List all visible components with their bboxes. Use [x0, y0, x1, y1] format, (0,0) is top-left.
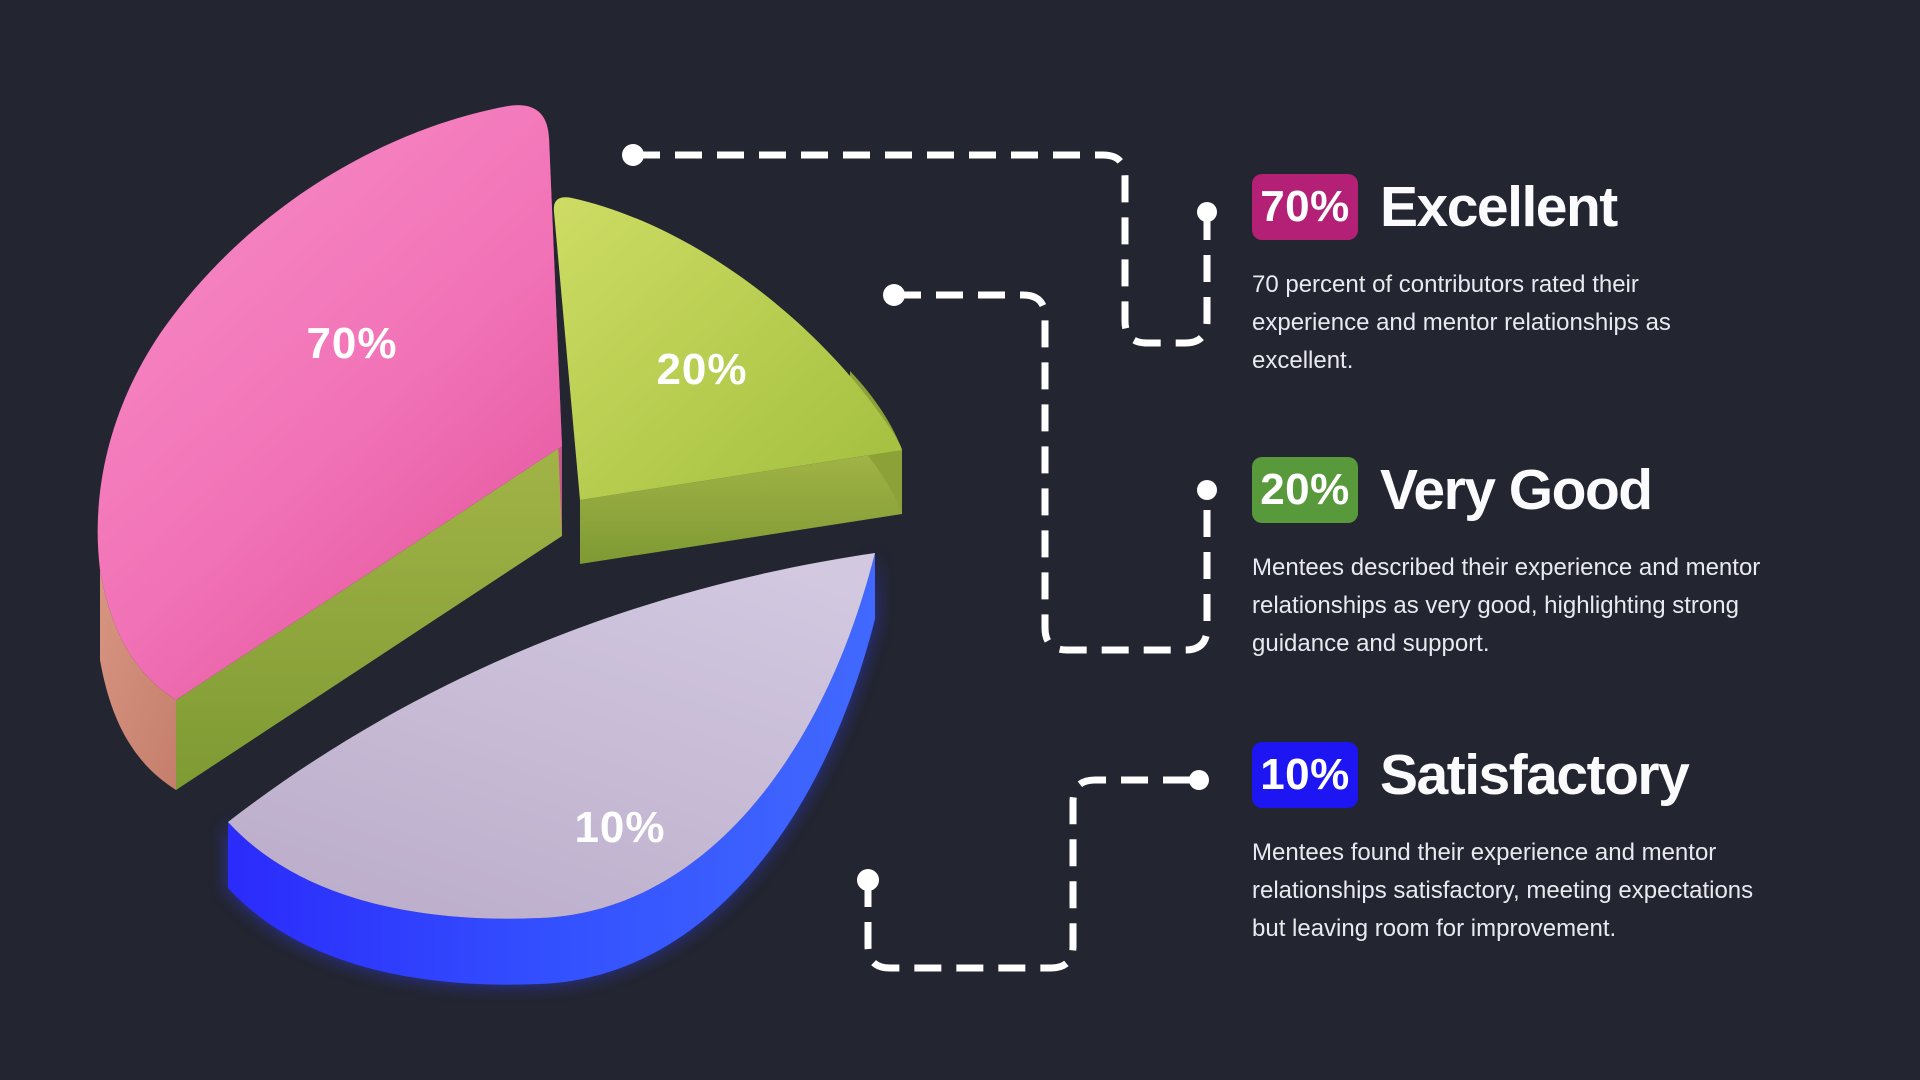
- connector-very-good: [894, 291, 1211, 654]
- legend-description-excellent: 70 percent of contributors rated their e…: [1252, 266, 1812, 380]
- description-line: experience and mentor relationships as: [1252, 309, 1671, 336]
- percentage-badge-very-good: 20%: [1252, 457, 1358, 523]
- connector-satisfactory: [864, 776, 1199, 972]
- slice-satisfactory-rim: [228, 553, 875, 985]
- connector-dot: [857, 869, 879, 891]
- description-line: excellent.: [1252, 347, 1354, 374]
- description-line: but leaving room for improvement.: [1252, 915, 1617, 942]
- pie-label-excellent: 70%: [306, 319, 397, 368]
- slice-satisfactory-top: [228, 553, 875, 919]
- legend-header: 20% Very Good: [1252, 457, 1812, 523]
- connector-dot: [1197, 202, 1217, 222]
- slice-very-good-top: [553, 197, 902, 501]
- legend-item-very-good: 20% Very Good Mentees described their ex…: [1252, 457, 1812, 663]
- description-line: relationships satisfactory, meeting expe…: [1252, 877, 1754, 904]
- description-line: guidance and support.: [1252, 630, 1490, 657]
- pie-slice-excellent: [97, 105, 563, 790]
- pie-label-satisfactory: 10%: [574, 803, 665, 852]
- slice-excellent-cut-side: [176, 446, 562, 790]
- legend-header: 10% Satisfactory: [1252, 742, 1812, 808]
- legend-description-satisfactory: Mentees found their experience and mento…: [1252, 834, 1812, 948]
- legend-title-excellent: Excellent: [1380, 174, 1618, 239]
- slice-very-good-side: [580, 450, 902, 564]
- pie-label-very-good: 20%: [656, 345, 747, 394]
- legend-title-very-good: Very Good: [1380, 457, 1653, 522]
- description-line: Mentees found their experience and mento…: [1252, 839, 1717, 866]
- connector-excellent: [633, 151, 1211, 347]
- legend-description-very-good: Mentees described their experience and m…: [1252, 549, 1812, 663]
- connector-dot: [883, 284, 905, 306]
- description-line: 70 percent of contributors rated their: [1252, 271, 1639, 298]
- slice-excellent-rim: [100, 570, 176, 790]
- percentage-badge-excellent: 70%: [1252, 174, 1358, 240]
- legend-item-satisfactory: 10% Satisfactory Mentees found their exp…: [1252, 742, 1812, 948]
- legend-item-excellent: 70% Excellent 70 percent of contributors…: [1252, 174, 1812, 380]
- description-line: Mentees described their experience and m…: [1252, 554, 1761, 581]
- slice-excellent-top: [97, 105, 563, 700]
- pie-slice-satisfactory: [228, 553, 875, 985]
- legend-title-satisfactory: Satisfactory: [1380, 742, 1690, 807]
- connector-dot: [1189, 770, 1209, 790]
- connector-dot: [1197, 480, 1217, 500]
- description-line: relationships as very good, highlighting…: [1252, 592, 1739, 619]
- legend-header: 70% Excellent: [1252, 174, 1812, 240]
- pie-slice-very-good: [553, 197, 902, 564]
- percentage-badge-satisfactory: 10%: [1252, 742, 1358, 808]
- connector-dot: [622, 144, 644, 166]
